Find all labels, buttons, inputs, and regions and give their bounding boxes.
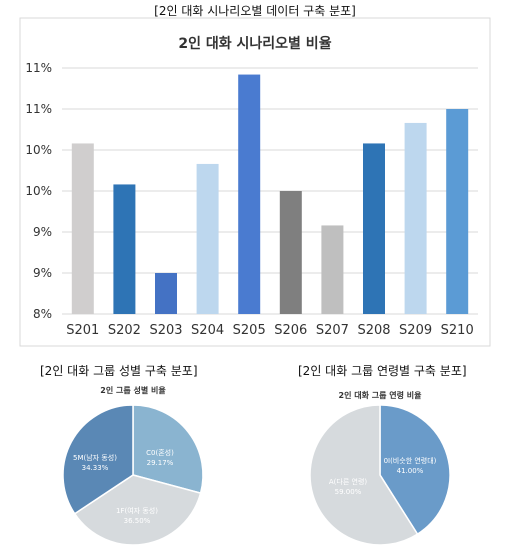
y-tick-label: 9%: [33, 266, 52, 280]
slice-percent: 59.00%: [335, 488, 362, 496]
pie-slice: [73, 474, 202, 546]
slice-label: 0I(비슷한 연령대): [384, 456, 437, 465]
y-axis-ticks: 8% 9% 9% 10% 10% 11% 11%: [25, 61, 52, 321]
bar-s207: [321, 225, 344, 314]
slice-percent: 34.33%: [82, 464, 109, 472]
y-tick-label: 9%: [33, 225, 52, 239]
y-tick-label: 8%: [33, 307, 52, 321]
main-caption: [2인 대화 시나리오별 데이터 구축 분포]: [154, 4, 356, 18]
bar-chart-title: 2인 대화 시나리오별 비율: [178, 35, 331, 52]
x-tick-label: S203: [149, 323, 182, 338]
bar-s203: [155, 273, 177, 314]
x-tick-label: S202: [108, 323, 141, 338]
bar-s202: [113, 184, 136, 314]
y-tick-label: 10%: [25, 143, 52, 157]
x-tick-label: S209: [399, 323, 432, 338]
bar-s208: [363, 143, 385, 314]
pie-slice: [132, 404, 204, 495]
x-tick-label: S204: [191, 323, 224, 338]
gender-pie: C0(혼성) 29.17% 1F(여자 동성) 36.50% 5M(남자 동성) 34.3…: [62, 404, 204, 546]
x-tick-label: S207: [316, 323, 349, 338]
x-tick-label: S205: [233, 323, 266, 338]
y-tick-label: 11%: [25, 61, 52, 75]
bar-s209: [404, 122, 427, 314]
slice-label: 1F(여자 동성): [116, 506, 158, 515]
bar-s201: [71, 143, 94, 314]
slice-label: C0(혼성): [146, 448, 174, 457]
slice-label: A(다른 연령): [329, 477, 368, 486]
slice-percent: 29.17%: [147, 459, 174, 467]
bar-s206: [279, 191, 302, 314]
x-tick-label: S208: [357, 323, 390, 338]
slice-label: 5M(남자 동성): [73, 453, 117, 462]
x-tick-label: S210: [441, 323, 474, 338]
x-axis-labels: S201 S202 S203 S204 S205 S206 S207 S208 S209 S210: [66, 323, 473, 338]
pie-slice: [309, 404, 419, 546]
slice-percent: 36.50%: [124, 517, 151, 525]
age-pie: 0I(비슷한 연령대) 41.00% A(다른 연령) 59.00%: [309, 404, 451, 546]
gender-pie-title: 2인 그룹 성별 비율: [100, 385, 166, 395]
age-caption: [2인 대화 그룹 연령별 구축 분포]: [298, 364, 467, 378]
x-tick-label: S206: [274, 323, 307, 338]
bar-series: [71, 74, 469, 314]
gender-caption: [2인 대화 그룹 성별 구축 분포]: [40, 364, 198, 378]
y-tick-label: 11%: [25, 102, 52, 116]
y-tick-label: 10%: [25, 184, 52, 198]
pie-slice: [62, 404, 134, 515]
age-pie-title: 2인 대화 그룹 연령 비율: [339, 390, 423, 400]
bar-s210: [446, 109, 469, 314]
slice-percent: 41.00%: [397, 467, 424, 475]
bar-s205: [238, 74, 261, 314]
x-tick-label: S201: [66, 323, 99, 338]
bar-s204: [196, 163, 219, 314]
